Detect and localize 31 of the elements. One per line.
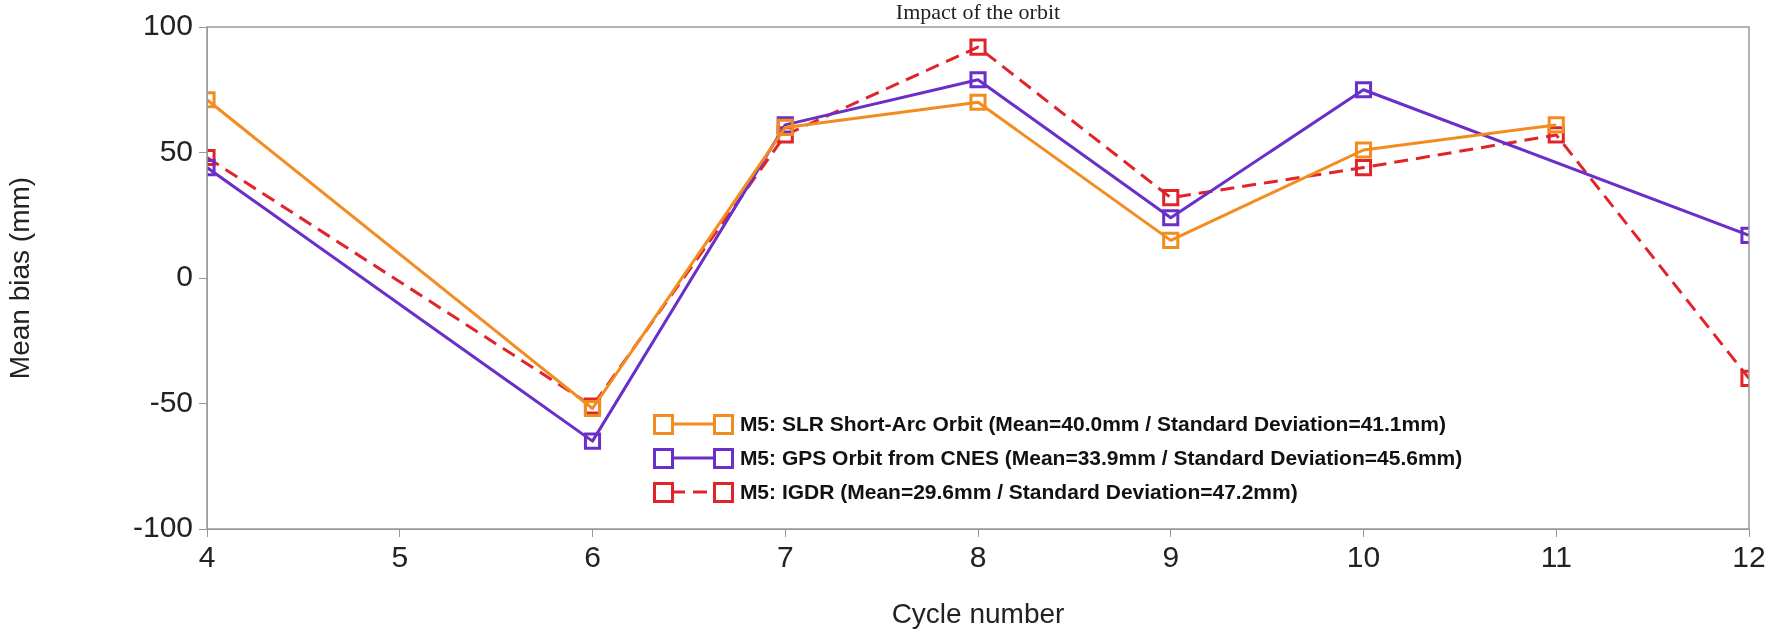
- x-tick-label: 6: [584, 540, 601, 574]
- point: [969, 71, 987, 89]
- point: [1162, 231, 1180, 249]
- y-tick-label: 100: [142, 8, 193, 42]
- x-tick-label: 7: [776, 540, 794, 574]
- y-tick-label: -100: [132, 510, 193, 544]
- x-tick-label: 11: [1540, 540, 1572, 574]
- point: [969, 38, 987, 56]
- point: [583, 432, 602, 450]
- legend-label: M5: GPS Orbit from CNES (Mean=33.9mm / Standard Deviation=45.6mm): [739, 446, 1463, 470]
- x-tick-label: 4: [198, 540, 216, 574]
- point: [1354, 158, 1373, 177]
- x-tick-label: 8: [969, 540, 987, 574]
- y-axis-title: Mean bias (mm): [3, 176, 35, 380]
- x-axis-title: Cycle number: [891, 597, 1065, 629]
- point: [969, 93, 987, 111]
- x-tick-label: 5: [391, 540, 409, 574]
- y-tick-label: 50: [159, 133, 193, 167]
- point: [1547, 116, 1565, 134]
- y-tick-label: 0: [176, 259, 193, 293]
- point: [1354, 141, 1373, 159]
- x-tick-label: 12: [1732, 540, 1766, 574]
- chart-title: Impact of the orbit: [895, 0, 1061, 24]
- legend-label: M5: SLR Short-Arc Orbit (Mean=40.0mm / Standard Deviation=41.1mm): [739, 412, 1446, 436]
- x-tick-label: 10: [1346, 540, 1381, 574]
- legend-label: M5: IGDR (Mean=29.6mm / Standard Deviation=47.2mm): [739, 480, 1298, 504]
- x-tick-label: 9: [1162, 540, 1180, 574]
- point: [1162, 189, 1180, 207]
- point: [1354, 81, 1373, 99]
- y-tick-label: -50: [149, 384, 193, 418]
- point: [1162, 209, 1180, 227]
